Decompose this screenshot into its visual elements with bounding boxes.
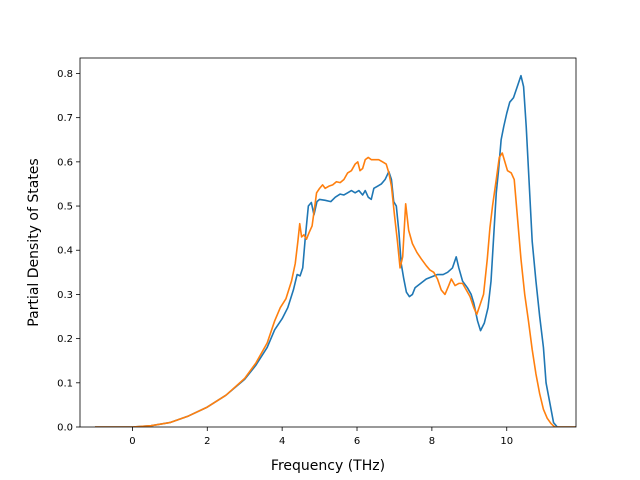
y-tick-label: 0.3	[57, 290, 73, 301]
y-tick-label: 0.4	[57, 246, 73, 257]
plot-lines	[94, 74, 576, 427]
y-axis-ticks: 0.0 0.1 0.2 0.3 0.4 0.5 0.6 0.7 0.8	[57, 69, 80, 434]
x-axis-label: Frequency (THz)	[271, 458, 385, 474]
x-tick-label: 2	[204, 436, 210, 447]
y-tick-label: 0.8	[57, 69, 73, 80]
series-line-2	[94, 152, 576, 427]
y-tick-label: 0.7	[57, 113, 73, 124]
y-axis-label: Partial Density of States	[26, 158, 42, 326]
x-axis-ticks: 0 2 4 6 8 10	[129, 427, 513, 447]
x-tick-label: 4	[279, 436, 285, 447]
y-tick-label: 0.0	[57, 423, 73, 434]
y-tick-label: 0.6	[57, 157, 73, 168]
x-tick-label: 6	[354, 436, 360, 447]
series-line-1	[94, 74, 576, 427]
x-tick-label: 0	[129, 436, 135, 447]
y-tick-label: 0.2	[57, 334, 73, 345]
x-tick-label: 8	[429, 436, 435, 447]
x-tick-label: 10	[500, 436, 513, 447]
y-tick-label: 0.1	[57, 378, 73, 389]
plot-frame	[79, 57, 577, 428]
y-tick-label: 0.5	[57, 202, 73, 213]
